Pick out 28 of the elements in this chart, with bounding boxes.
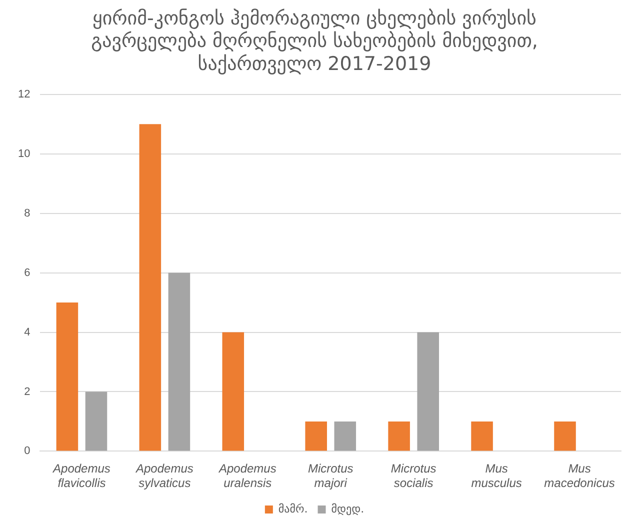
bar — [56, 302, 78, 451]
bar — [139, 124, 162, 451]
x-tick-label: Mus macedonicus — [544, 462, 615, 490]
legend-label: მდედ. — [331, 502, 364, 516]
y-tick-label: 0 — [24, 445, 30, 458]
y-tick-label: 2 — [24, 386, 30, 398]
y-tick-label: 6 — [24, 266, 30, 279]
bar — [417, 332, 439, 451]
x-tick-label: Apodemus flavicollis — [52, 462, 110, 490]
y-tick-label: 10 — [18, 148, 30, 160]
y-tick-label: 8 — [24, 207, 30, 220]
bar — [554, 421, 576, 451]
bar — [168, 272, 190, 451]
x-tick-label: Microtus majori — [308, 462, 354, 490]
x-tick-label: Mus musculus — [471, 462, 522, 490]
bar — [334, 421, 356, 451]
bar — [388, 421, 410, 451]
bar — [222, 332, 244, 451]
chart-title: ყირიმ-კონგოს ჰემორაგიული ცხელების ვირუსის გავრცელება მღრღნელის სახეობების მიხედვით, საქართველო 2017-2019 — [91, 7, 538, 75]
bar — [471, 421, 493, 451]
legend-label: მამრ. — [278, 502, 308, 516]
y-tick-label: 4 — [24, 326, 30, 338]
bar — [85, 392, 108, 451]
bar — [305, 421, 327, 451]
x-tick-label: Microtus socialis — [390, 462, 436, 490]
x-tick-label: Apodemus uralensis — [218, 462, 276, 490]
y-tick-label: 12 — [18, 88, 30, 100]
x-tick-label: Apodemus sylvaticus — [134, 462, 194, 490]
